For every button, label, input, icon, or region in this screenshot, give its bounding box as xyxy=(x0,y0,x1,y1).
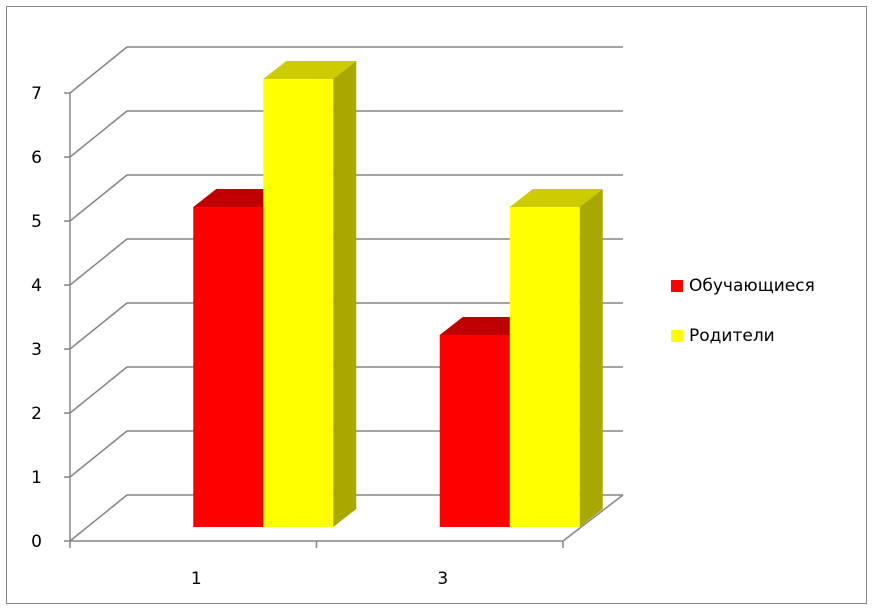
bar-top xyxy=(263,61,357,79)
legend-label: Обучающиеся xyxy=(689,276,815,296)
y-tick-label: 1 xyxy=(31,468,42,488)
legend-swatch xyxy=(671,330,683,342)
bar-3-Родители xyxy=(509,189,603,527)
axes: 0 1 2 3 4 5 6 7 1 3 xyxy=(31,84,624,589)
y-tick-label: 2 xyxy=(31,404,42,424)
bar-1-Родители xyxy=(263,61,357,527)
bar-side xyxy=(333,61,357,527)
side-gridline-0 xyxy=(69,494,128,542)
y-tick-label: 0 xyxy=(31,532,42,552)
side-gridline-7 xyxy=(69,46,128,94)
side-gridline-5 xyxy=(69,174,128,222)
side-gridline-3 xyxy=(69,302,128,350)
bar-front xyxy=(193,207,264,527)
bar-front xyxy=(439,335,510,527)
legend-label: Родители xyxy=(689,326,775,346)
side-gridline-1 xyxy=(69,430,128,478)
bar-side xyxy=(579,189,603,527)
bar-top xyxy=(509,189,603,207)
bar-top xyxy=(439,317,533,335)
x-tick-label: 1 xyxy=(191,569,202,589)
bar-front xyxy=(509,207,580,527)
bar-top xyxy=(193,189,287,207)
legend-swatch xyxy=(671,280,683,292)
y-tick-label: 5 xyxy=(31,212,42,232)
side-gridline-6 xyxy=(69,110,128,158)
y-tick-label: 6 xyxy=(31,148,42,168)
y-tick-label: 7 xyxy=(31,84,42,104)
floor-edge xyxy=(562,494,624,542)
y-tick-label: 3 xyxy=(31,340,42,360)
legend: Обучающиеся Родители xyxy=(671,276,815,346)
bar-front xyxy=(263,79,334,527)
side-gridline-4 xyxy=(69,238,128,286)
x-tick-label: 3 xyxy=(437,569,448,589)
y-tick-label: 4 xyxy=(31,276,42,296)
side-gridline-2 xyxy=(69,366,128,414)
chart-frame xyxy=(6,6,867,604)
bars xyxy=(193,61,603,527)
